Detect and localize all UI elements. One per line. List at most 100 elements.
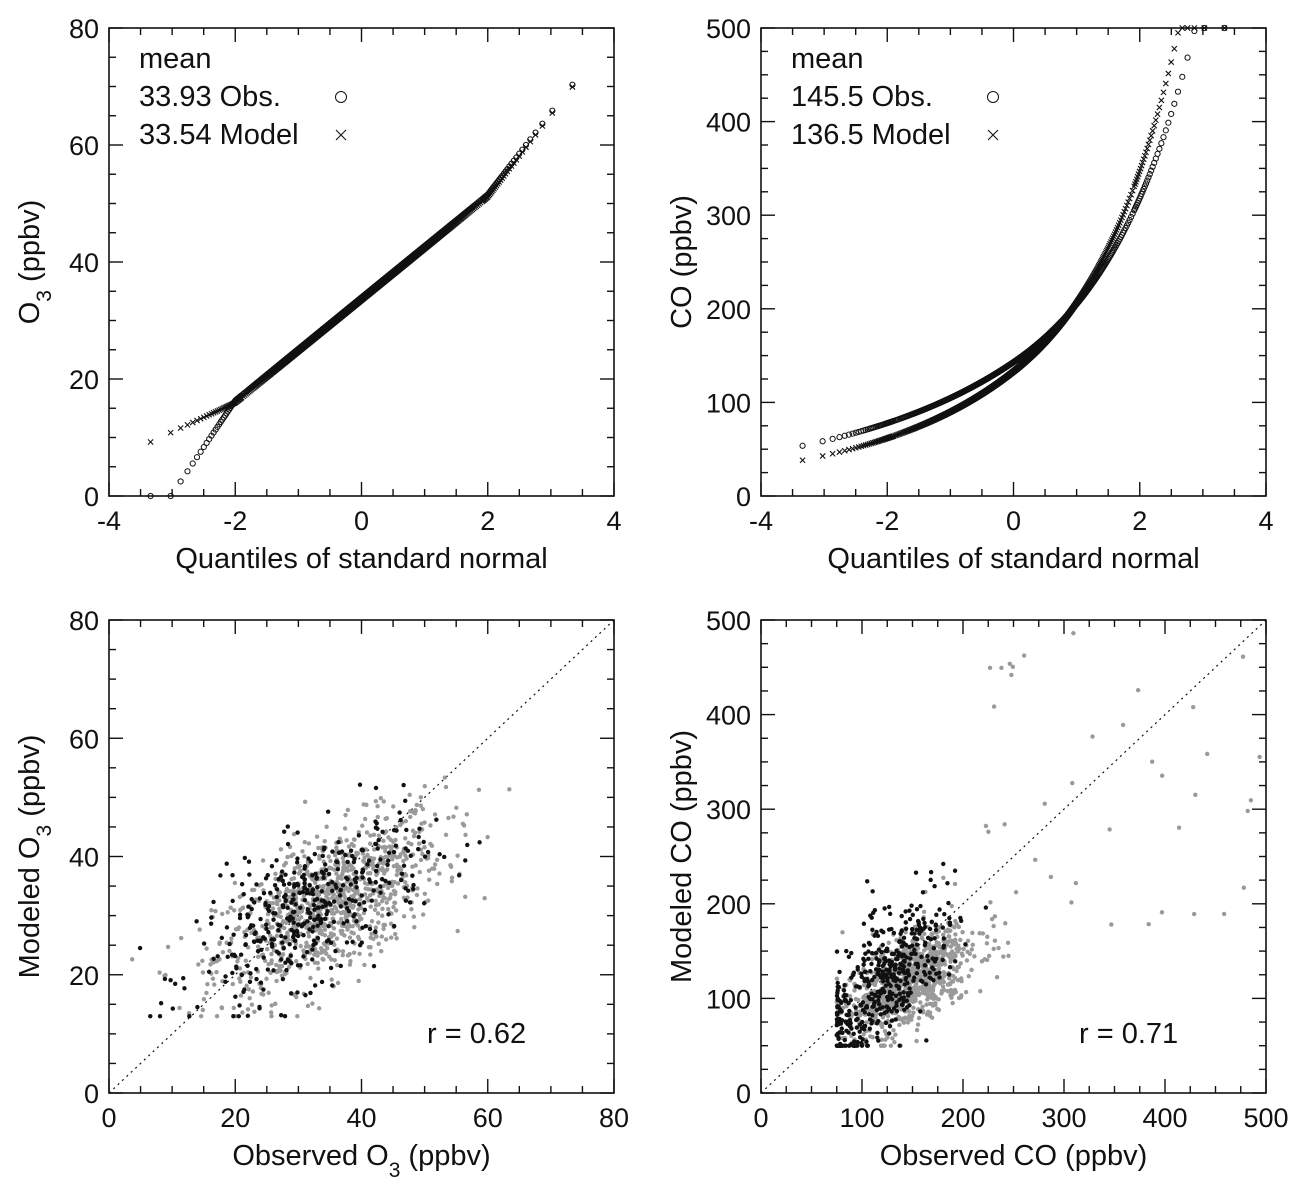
- scatter-point: [268, 890, 273, 896]
- scatter-point: [363, 923, 369, 929]
- scatter-point: [313, 880, 318, 886]
- scatter-point: [353, 870, 359, 875]
- scatter-point: [264, 946, 270, 952]
- scatter-point: [243, 958, 248, 963]
- scatter-point: [991, 946, 996, 952]
- scatter-point: [338, 904, 344, 909]
- y-axis-label: Modeled CO (ppbv): [666, 730, 698, 983]
- legend-entry-label: 136.5 Model: [791, 119, 951, 151]
- scatter-point: [356, 978, 361, 984]
- scatter-point: [367, 926, 373, 932]
- scatter-point: [368, 879, 373, 885]
- scatter-point: [946, 934, 952, 939]
- scatter-point: [291, 929, 296, 935]
- scatter-point: [302, 799, 308, 805]
- scatter-point: [351, 866, 356, 871]
- scatter-point: [330, 849, 335, 854]
- scatter-point: [916, 1015, 922, 1021]
- scatter-point: [455, 853, 460, 858]
- scatter-point: [296, 871, 302, 876]
- scatter-point: [437, 852, 442, 857]
- scatter-point: [278, 914, 283, 920]
- y-axis-label: O3 (ppbv): [14, 200, 56, 325]
- scatter-point: [355, 934, 361, 939]
- scatter-point: [382, 896, 388, 901]
- scatter-point: [918, 1000, 923, 1005]
- qq-point: [1171, 45, 1178, 52]
- scatter-point: [276, 876, 281, 882]
- scatter-point: [914, 1027, 920, 1033]
- scatter-point: [209, 915, 214, 920]
- scatter-point: [326, 923, 331, 929]
- qq-point: [1141, 183, 1148, 190]
- x-tick-label: 400: [1142, 1103, 1187, 1133]
- scatter-point: [368, 944, 373, 950]
- scatter-point: [391, 849, 397, 855]
- qq-point: [862, 442, 869, 449]
- scatter-point: [317, 930, 323, 936]
- scatter-point: [289, 853, 294, 859]
- scatter-point: [921, 909, 927, 914]
- scatter-point: [979, 959, 985, 964]
- scatter-point: [941, 875, 946, 880]
- scatter-point: [449, 878, 454, 884]
- scatter-point: [373, 799, 379, 804]
- scatter-point: [214, 969, 219, 975]
- scatter-point: [408, 853, 413, 858]
- scatter-point: [170, 1006, 175, 1011]
- qq-point: [841, 432, 848, 439]
- scatter-point: [290, 897, 295, 903]
- scatter-point: [281, 882, 287, 887]
- scatter-point: [303, 992, 308, 998]
- scatter-point: [350, 939, 355, 945]
- scatter-point: [172, 981, 178, 987]
- scatter-point: [411, 833, 417, 839]
- scatter-point: [241, 891, 246, 897]
- scatter-point: [247, 996, 252, 1001]
- scatter-point: [285, 841, 291, 847]
- legend-title: mean: [139, 43, 212, 75]
- scatter-point: [340, 882, 346, 888]
- scatter-point: [198, 1013, 204, 1019]
- scatter-point: [205, 981, 210, 987]
- scatter-point: [273, 1001, 278, 1006]
- scatter-point: [332, 852, 338, 858]
- scatter-point: [394, 863, 399, 869]
- scatter-point: [323, 903, 328, 908]
- qq-point: [217, 406, 224, 413]
- scatter-point: [278, 847, 284, 852]
- scatter-point: [386, 912, 391, 917]
- scatter-point: [350, 898, 355, 903]
- scatter-point: [200, 970, 206, 975]
- scatter-point: [287, 959, 292, 964]
- qq-point: [799, 457, 806, 464]
- scatter-point: [232, 880, 238, 886]
- qq-point: [167, 429, 174, 436]
- scatter-point: [233, 994, 238, 999]
- scatter-point: [351, 859, 357, 865]
- scatter-point: [295, 933, 301, 939]
- scatter-point: [237, 894, 243, 900]
- scatter-point: [219, 911, 225, 917]
- scatter-point: [442, 775, 448, 780]
- scatter-point: [274, 933, 280, 938]
- scatter-point: [201, 996, 207, 1002]
- scatter-point: [371, 936, 376, 942]
- scatter-point: [426, 868, 432, 873]
- scatter-point: [243, 942, 248, 948]
- x-tick-label: 4: [1258, 506, 1273, 536]
- scatter-point: [259, 991, 264, 997]
- scatter-point: [301, 932, 306, 938]
- scatter-point: [387, 880, 392, 886]
- scatter-point: [316, 1006, 322, 1011]
- qq-point: [1126, 216, 1133, 224]
- scatter-point: [413, 863, 418, 868]
- scatter-point: [217, 940, 222, 945]
- scatter-point: [1006, 953, 1011, 959]
- scatter-point: [238, 952, 244, 957]
- y-tick-label: 0: [84, 1079, 99, 1109]
- scatter-point: [407, 792, 412, 797]
- qq-point: [1171, 100, 1178, 107]
- scatter-point: [312, 898, 318, 903]
- scatter-point: [338, 910, 344, 916]
